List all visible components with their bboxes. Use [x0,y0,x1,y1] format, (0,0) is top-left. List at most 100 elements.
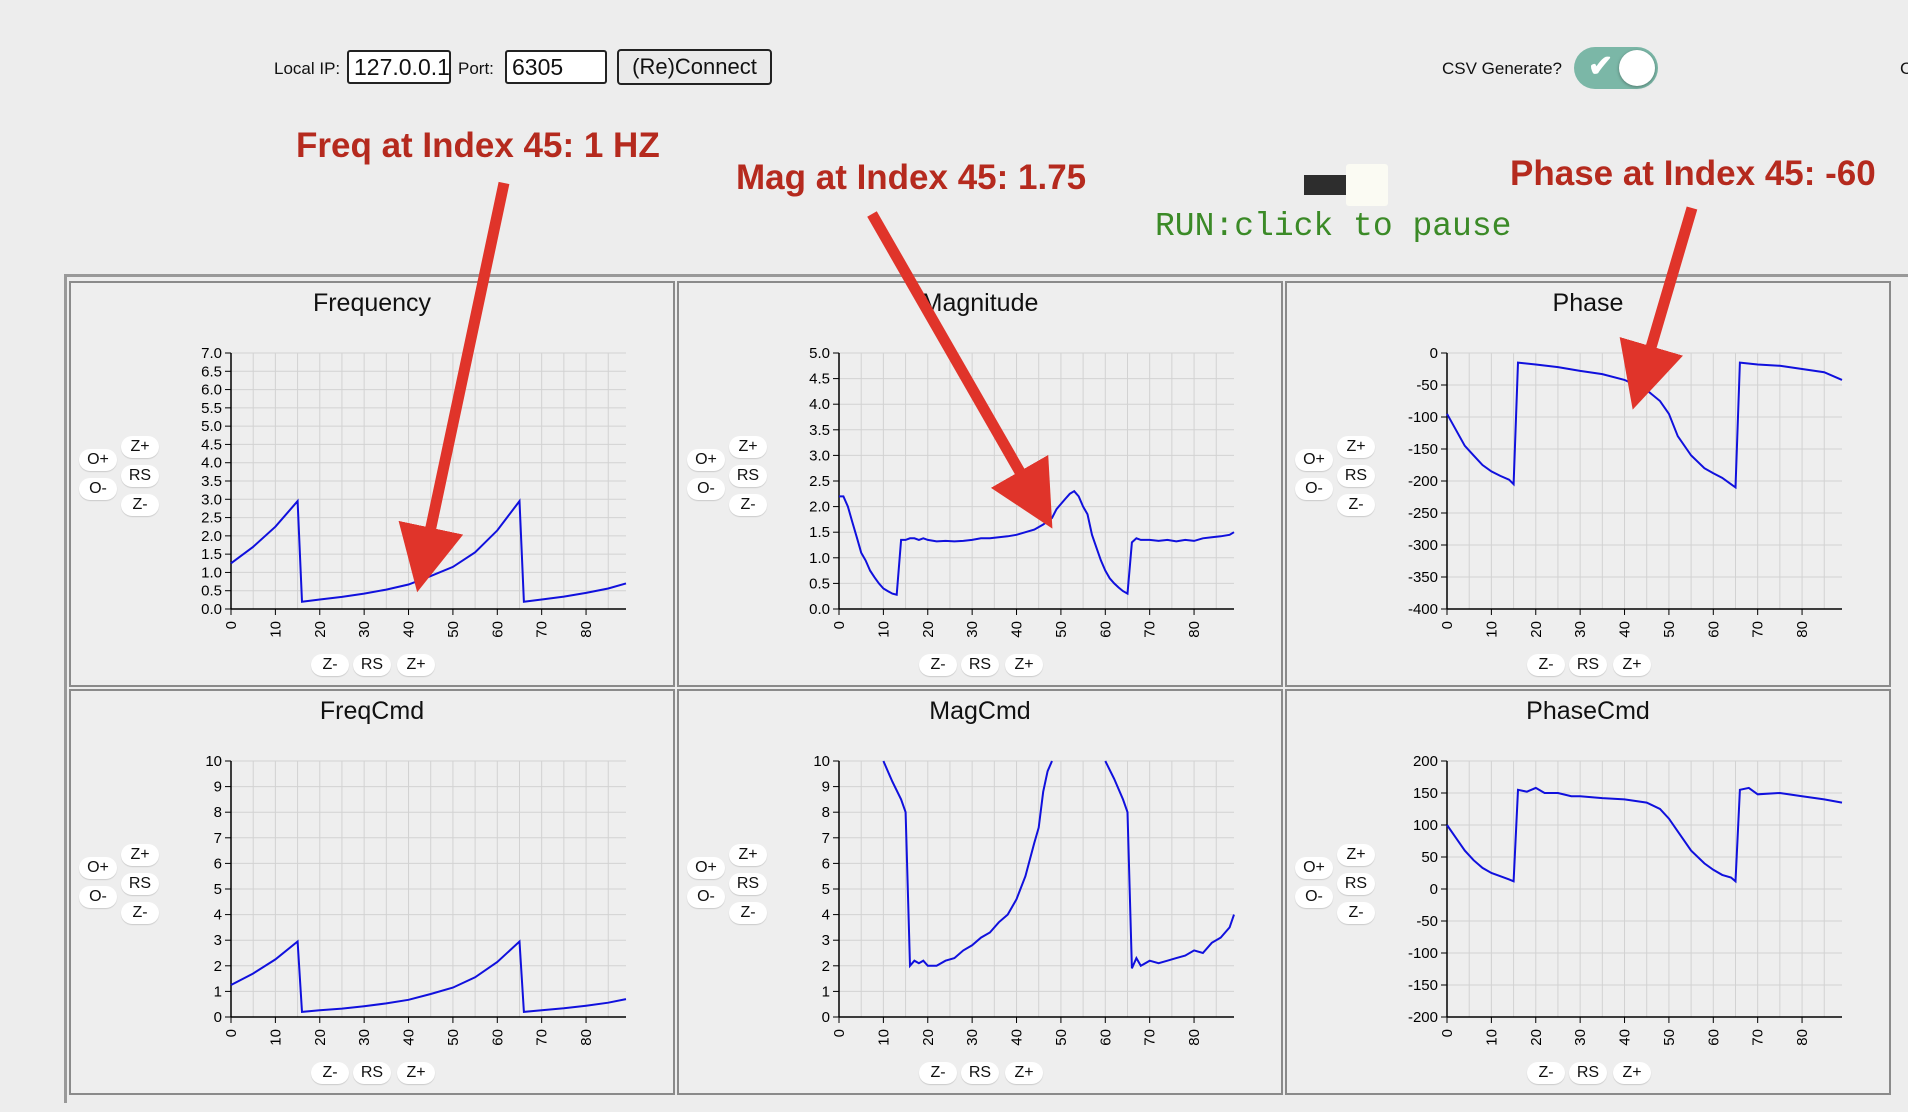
x-tick-label: 50 [1053,621,1070,638]
z-plus-horizontal-button[interactable]: Z+ [397,1062,435,1084]
z-plus-vertical-button[interactable]: Z+ [1337,436,1375,458]
rs-horizontal-button[interactable]: RS [353,654,391,676]
y-tick-label: 7 [214,830,222,847]
local-ip-input[interactable]: 127.0.0.1 [347,50,451,84]
rs-horizontal-button[interactable]: RS [353,1062,391,1084]
chart-panel-frequency: Frequency O+ O- Z+ RS Z- Z- RS Z+ 0.0 0.5 1.0 1.5 2.0… [69,281,675,687]
z-minus-horizontal-button[interactable]: Z- [919,654,957,676]
y-tick-label: 150 [1413,785,1438,802]
x-tick-label: 50 [1053,1029,1070,1046]
y-tick-label: 5.5 [201,400,222,417]
x-tick-label: 50 [1661,621,1678,638]
z-minus-horizontal-button[interactable]: Z- [1527,654,1565,676]
y-tick-label: 2.5 [201,510,222,527]
rs-horizontal-button[interactable]: RS [1569,1062,1607,1084]
rs-horizontal-button[interactable]: RS [961,1062,999,1084]
y-tick-label: 8 [822,804,830,821]
y-tick-label: 1.5 [201,546,222,563]
z-minus-vertical-button[interactable]: Z- [121,902,159,924]
run-pause-switch[interactable] [1304,164,1388,206]
x-tick-label: 40 [401,621,418,638]
port-input[interactable]: 6305 [505,50,607,84]
o-minus-button[interactable]: O- [687,886,725,908]
y-tick-label: 3.0 [201,491,222,508]
z-minus-vertical-button[interactable]: Z- [1337,902,1375,924]
z-minus-vertical-button[interactable]: Z- [729,494,767,516]
chart-panel-magnitude: Magnitude O+ O- Z+ RS Z- Z- RS Z+ 0.0 0.5 1.0 1.5 2.0… [677,281,1283,687]
o-plus-button[interactable]: O+ [79,857,117,879]
z-plus-horizontal-button[interactable]: Z+ [1613,1062,1651,1084]
rs-vertical-button[interactable]: RS [1337,873,1375,895]
o-minus-button[interactable]: O- [1295,886,1333,908]
z-plus-vertical-button[interactable]: Z+ [1337,844,1375,866]
z-plus-horizontal-button[interactable]: Z+ [397,654,435,676]
reconnect-button[interactable]: (Re)Connect [617,49,772,85]
x-tick-label: 0 [831,1029,848,1037]
y-tick-label: 1 [822,983,830,1000]
z-plus-vertical-button[interactable]: Z+ [121,844,159,866]
series-line [230,939,627,1013]
x-tick-label: 40 [401,1029,418,1046]
o-minus-button[interactable]: O- [1295,478,1333,500]
o-plus-button[interactable]: O+ [687,857,725,879]
z-minus-vertical-button[interactable]: Z- [1337,494,1375,516]
z-minus-horizontal-button[interactable]: Z- [1527,1062,1565,1084]
o-plus-button[interactable]: O+ [687,449,725,471]
chart-title: Magnitude [921,289,1039,317]
z-minus-vertical-button[interactable]: Z- [121,494,159,516]
y-tick-label: 10 [205,753,222,770]
o-plus-button[interactable]: O+ [79,449,117,471]
rs-vertical-button[interactable]: RS [729,873,767,895]
z-plus-horizontal-button[interactable]: Z+ [1613,654,1651,676]
x-tick-label: 30 [356,1029,373,1046]
x-tick-label: 30 [1572,621,1589,638]
o-minus-button[interactable]: O- [79,478,117,500]
y-tick-label: 6.5 [201,363,222,380]
x-tick-label: 40 [1009,621,1026,638]
rs-horizontal-button[interactable]: RS [1569,654,1607,676]
z-minus-vertical-button[interactable]: Z- [729,902,767,924]
z-plus-vertical-button[interactable]: Z+ [729,844,767,866]
run-status-text[interactable]: RUN:click to pause [1155,208,1512,245]
mag-arrow [867,211,1053,529]
y-tick-label: 3 [822,932,830,949]
x-tick-label: 10 [875,621,892,638]
x-tick-label: 40 [1617,621,1634,638]
o-plus-button[interactable]: O+ [1295,857,1333,879]
x-tick-label: 80 [1794,1029,1811,1046]
o-minus-button[interactable]: O- [79,886,117,908]
rs-vertical-button[interactable]: RS [121,873,159,895]
csv-generate-toggle[interactable]: ✔ [1574,47,1658,89]
y-tick-label: 4.0 [201,455,222,472]
y-tick-label: 6 [822,855,830,872]
rs-vertical-button[interactable]: RS [1337,465,1375,487]
x-tick-label: 20 [920,1029,937,1046]
o-plus-button[interactable]: O+ [1295,449,1333,471]
z-minus-horizontal-button[interactable]: Z- [311,1062,349,1084]
rs-horizontal-button[interactable]: RS [961,654,999,676]
y-tick-label: 2 [214,958,222,975]
x-tick-label: 0 [223,1029,240,1037]
z-plus-vertical-button[interactable]: Z+ [121,436,159,458]
x-tick-label: 40 [1617,1029,1634,1046]
z-minus-horizontal-button[interactable]: Z- [919,1062,957,1084]
mag-annotation: Mag at Index 45: 1.75 [736,158,1087,197]
z-minus-horizontal-button[interactable]: Z- [311,654,349,676]
y-tick-label: 0 [822,1009,830,1026]
z-plus-vertical-button[interactable]: Z+ [729,436,767,458]
y-tick-label: -350 [1408,569,1438,586]
o-minus-button[interactable]: O- [687,478,725,500]
series-line [1446,786,1843,884]
csv-generate-label: CSV Generate? [1442,59,1563,78]
y-tick-label: -50 [1416,913,1438,930]
z-plus-horizontal-button[interactable]: Z+ [1005,1062,1043,1084]
edge-label: C [1900,59,1908,78]
x-tick-label: 50 [445,1029,462,1046]
z-plus-horizontal-button[interactable]: Z+ [1005,654,1043,676]
chart-title: Phase [1552,289,1624,317]
chart-panel-freqcmd: FreqCmd O+ O- Z+ RS Z- Z- RS Z+ 0 1 2 3 4 5 6 7 8 9 10 0 10 20… [69,689,675,1095]
y-tick-label: 100 [1413,817,1438,834]
rs-vertical-button[interactable]: RS [729,465,767,487]
rs-vertical-button[interactable]: RS [121,465,159,487]
